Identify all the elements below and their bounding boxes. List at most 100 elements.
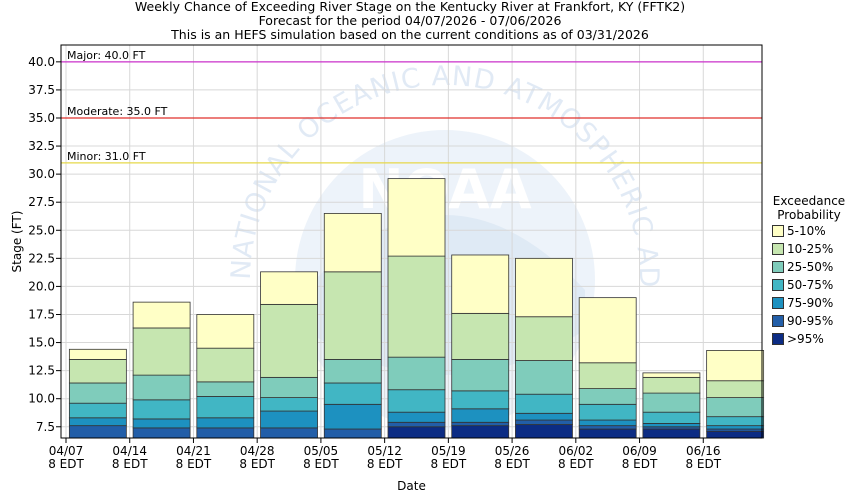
x-tick-label-date: 05/12 bbox=[367, 444, 402, 458]
bar-segment bbox=[642, 411, 701, 424]
y-tick-label: 40.0 bbox=[28, 55, 55, 69]
bar-segment bbox=[387, 389, 446, 413]
bar-segment bbox=[132, 418, 191, 429]
bar-segment bbox=[642, 428, 701, 439]
bar-segment bbox=[260, 410, 318, 429]
bar-segment bbox=[578, 425, 637, 430]
bar-segment bbox=[706, 397, 765, 418]
bar-segment bbox=[323, 403, 382, 430]
legend-label: 75-90% bbox=[787, 296, 834, 310]
legend-swatch bbox=[772, 315, 784, 327]
x-tick-label-date: 06/16 bbox=[686, 444, 721, 458]
y-tick-label: 27.5 bbox=[28, 195, 55, 209]
bar-group bbox=[515, 257, 573, 439]
bar-segment bbox=[196, 381, 255, 397]
chart-subtitle-period: Forecast for the period 04/07/2026 - 07/… bbox=[258, 13, 562, 28]
bar-group bbox=[387, 178, 446, 439]
bar-segment bbox=[323, 358, 382, 384]
legend-item: 10-25% bbox=[768, 240, 850, 258]
bar-segment bbox=[132, 374, 191, 401]
bar-segment bbox=[578, 297, 637, 364]
x-tick-label-time: 8 EDT bbox=[431, 457, 467, 471]
bar-segment bbox=[451, 408, 510, 423]
legend-label: 5-10% bbox=[787, 224, 826, 238]
bar-segment bbox=[260, 271, 318, 305]
legend-swatch bbox=[772, 261, 784, 273]
bar-segment bbox=[323, 428, 382, 439]
legend-title-line2: Probability bbox=[777, 208, 841, 222]
y-tick-label: 7.5 bbox=[36, 420, 55, 434]
bars bbox=[68, 178, 765, 439]
x-tick-label-time: 8 EDT bbox=[48, 457, 84, 471]
bar-group bbox=[260, 271, 318, 439]
y-axis-label: Stage (FT) bbox=[10, 211, 24, 273]
threshold-label: Minor: 31.0 FT bbox=[67, 150, 146, 163]
bar-segment bbox=[68, 382, 127, 404]
legend-label: >95% bbox=[787, 332, 824, 346]
threshold-label: Major: 40.0 FT bbox=[67, 49, 146, 62]
x-tick-label-date: 04/21 bbox=[176, 444, 211, 458]
bar-group bbox=[578, 297, 637, 439]
legend-item: 90-95% bbox=[768, 312, 850, 330]
legend-items: 5-10% 10-25% 25-50% 50-75% 75-90% 90-95% >95% bbox=[768, 222, 850, 348]
bar-segment bbox=[578, 388, 637, 405]
bar-segment bbox=[451, 312, 510, 360]
bar-group bbox=[196, 314, 255, 439]
bar-segment bbox=[132, 427, 191, 439]
bar-group bbox=[451, 254, 510, 439]
bar-segment bbox=[260, 303, 318, 378]
bar-segment bbox=[387, 426, 446, 439]
bar-segment bbox=[132, 301, 191, 329]
x-tick-label-time: 8 EDT bbox=[303, 457, 339, 471]
legend-swatch bbox=[772, 279, 784, 291]
x-tick-label-date: 04/28 bbox=[240, 444, 275, 458]
legend-label: 90-95% bbox=[787, 314, 834, 328]
bar-segment bbox=[387, 411, 446, 423]
threshold-label: Moderate: 35.0 FT bbox=[67, 105, 168, 118]
y-tick-label: 22.5 bbox=[28, 251, 55, 265]
bar-segment bbox=[451, 254, 510, 314]
bar-segment bbox=[260, 427, 318, 439]
bar-segment bbox=[515, 412, 573, 421]
bar-group bbox=[68, 348, 127, 439]
x-tick-label-date: 05/19 bbox=[431, 444, 466, 458]
bar-segment bbox=[196, 314, 255, 349]
bar-segment bbox=[387, 178, 446, 257]
bar-group bbox=[323, 213, 382, 439]
flood-thresholds: Major: 40.0 FT Moderate: 35.0 FT Minor: 31… bbox=[61, 49, 762, 164]
legend-swatch bbox=[772, 243, 784, 255]
bar-segment bbox=[68, 358, 127, 384]
legend-label: 10-25% bbox=[787, 242, 834, 256]
bar-segment bbox=[706, 430, 765, 439]
legend-item: 50-75% bbox=[768, 276, 850, 294]
y-tick-label: 12.5 bbox=[28, 364, 55, 378]
bar-segment bbox=[642, 423, 701, 428]
x-tick-label-time: 8 EDT bbox=[239, 457, 275, 471]
bar-segment bbox=[515, 424, 573, 439]
bar-group bbox=[132, 301, 191, 439]
bar-segment bbox=[706, 350, 765, 382]
bar-segment bbox=[323, 213, 382, 273]
x-tick-label-time: 8 EDT bbox=[112, 457, 148, 471]
bar-segment bbox=[451, 425, 510, 439]
y-tick-label: 20.0 bbox=[28, 279, 55, 293]
bar-segment bbox=[515, 393, 573, 414]
x-tick-label-date: 05/26 bbox=[495, 444, 530, 458]
bar-segment bbox=[451, 421, 510, 427]
bar-segment bbox=[196, 417, 255, 429]
bar-segment bbox=[706, 416, 765, 427]
bar-segment bbox=[578, 428, 637, 439]
bar-segment bbox=[451, 358, 510, 392]
y-tick-label: 17.5 bbox=[28, 307, 55, 321]
x-tick-label-date: 06/02 bbox=[559, 444, 594, 458]
bar-segment bbox=[578, 362, 637, 389]
bar-segment bbox=[68, 402, 127, 419]
legend-label: 50-75% bbox=[787, 278, 834, 292]
bar-segment bbox=[515, 257, 573, 318]
bar-segment bbox=[515, 419, 573, 425]
bar-segment bbox=[642, 372, 701, 378]
x-tick-label-date: 05/05 bbox=[304, 444, 339, 458]
bar-segment bbox=[387, 356, 446, 391]
